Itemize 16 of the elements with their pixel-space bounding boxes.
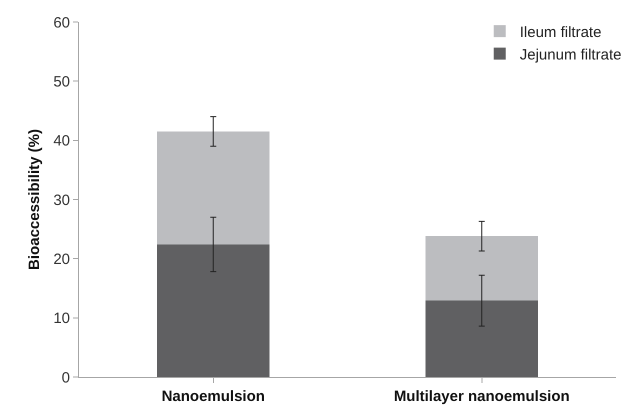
bar bbox=[156, 131, 270, 244]
y-tick-label: 20 bbox=[53, 250, 70, 268]
x-tick-label: Multilayer nanoemulsion bbox=[394, 388, 570, 405]
y-tick-label: 40 bbox=[53, 132, 70, 150]
legend-label: Jejunum filtrate bbox=[520, 46, 622, 64]
legend-label: Ileum filtrate bbox=[520, 24, 602, 41]
x-tick-label: Nanoemulsion bbox=[162, 388, 265, 405]
bar bbox=[156, 244, 270, 377]
y-tick-label: 10 bbox=[53, 310, 70, 328]
y-tick-label: 30 bbox=[53, 192, 70, 209]
y-tick-label: 50 bbox=[53, 73, 70, 90]
bar bbox=[425, 300, 538, 377]
y-axis-title: Bioaccessibility (%) bbox=[26, 129, 43, 270]
y-tick-label: 60 bbox=[53, 14, 70, 32]
bar bbox=[425, 236, 538, 301]
y-tick-label: 0 bbox=[62, 369, 70, 386]
